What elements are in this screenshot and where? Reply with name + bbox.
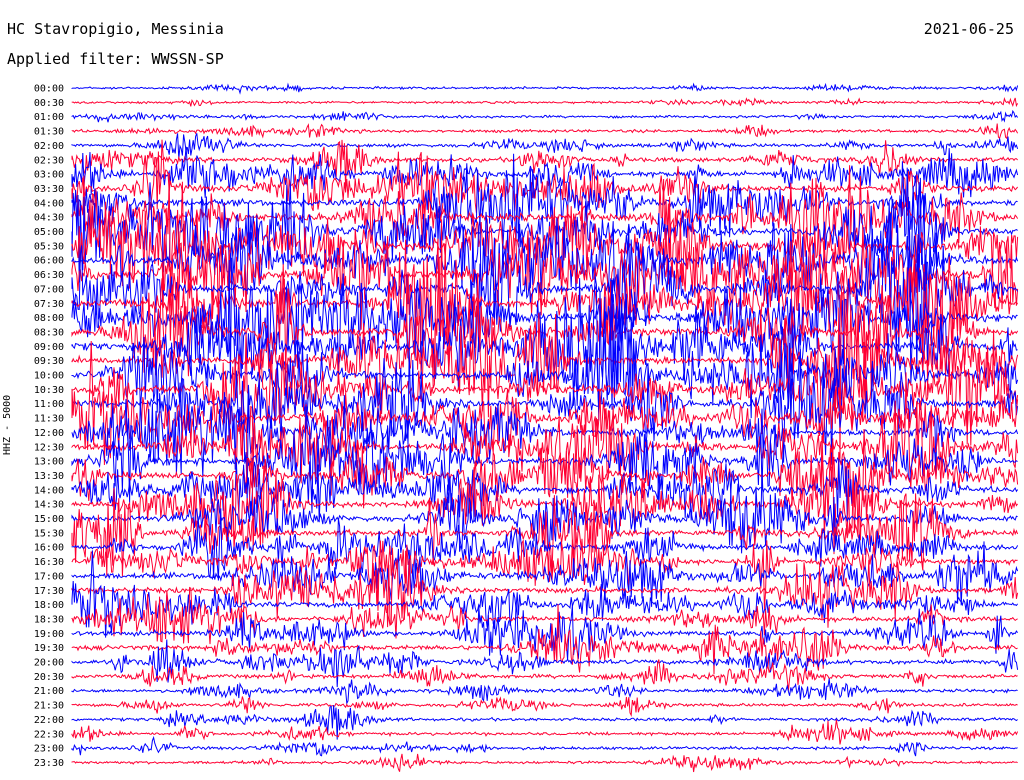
trace-line-2000 (71, 639, 1019, 688)
trace-line-1500 (71, 470, 1018, 554)
y-tick-label: 00:00 (34, 84, 64, 95)
y-tick-label: 22:00 (34, 715, 64, 726)
trace-line-1230 (71, 372, 1019, 496)
y-tick-label: 06:30 (34, 270, 64, 281)
y-tick-label: 22:30 (34, 729, 64, 740)
y-tick-label: 00:30 (34, 98, 64, 109)
y-tick-label: 11:00 (34, 399, 64, 410)
trace-line-2100 (71, 678, 1018, 706)
trace-line-0530 (71, 172, 1019, 307)
y-tick-label: 15:00 (34, 514, 64, 525)
y-tick-label: 01:30 (34, 127, 64, 138)
trace-line-2030 (71, 659, 1018, 691)
y-tick-label: 20:30 (34, 672, 64, 683)
trace-line-0000 (71, 82, 1019, 95)
trace-line-1730 (71, 540, 1019, 628)
y-tick-label: 04:30 (34, 213, 64, 224)
trace-line-2200 (71, 705, 1018, 740)
y-tick-label: 15:30 (34, 528, 64, 539)
y-tick-label: 10:30 (34, 385, 64, 396)
trace-line-1200 (71, 377, 1019, 504)
date-label: 2021-06-25 (923, 20, 1014, 38)
y-tick-label: 16:30 (34, 557, 64, 568)
trace-line-1400 (71, 458, 1019, 524)
trace-line-0200 (71, 133, 1019, 159)
trace-line-0130 (71, 123, 1019, 140)
trace-line-0300 (71, 146, 1019, 200)
trace-line-0100 (71, 109, 1019, 123)
y-tick-label: 02:30 (34, 155, 64, 166)
trace-line-1700 (71, 541, 1019, 607)
y-tick-label: 09:30 (34, 356, 64, 367)
trace-line-2300 (71, 735, 1018, 757)
station-title: HC Stavropigio, Messinia (7, 20, 224, 38)
y-tick-label: 11:30 (34, 414, 64, 425)
y-tick-label: 14:30 (34, 500, 64, 511)
y-tick-label: 17:30 (34, 586, 64, 597)
y-tick-label: 21:30 (34, 701, 64, 712)
trace-line-2130 (71, 696, 1018, 717)
y-tick-label: 21:00 (34, 686, 64, 697)
trace-line-2330 (71, 753, 1018, 773)
y-tick-label: 10:00 (34, 371, 64, 382)
y-tick-label: 03:30 (34, 184, 64, 195)
y-tick-label: 06:00 (34, 256, 64, 267)
tick-label-group: 00:00 00:30 01:00 01:30 02:00 02:30 03:00 03:30… (34, 84, 64, 769)
y-tick-label: 23:00 (34, 744, 64, 755)
y-tick-label: 19:00 (34, 629, 64, 640)
y-tick-label: 13:00 (34, 457, 64, 468)
y-tick-label: 18:30 (34, 614, 64, 625)
filter-label: Applied filter: WWSSN-SP (7, 50, 224, 68)
trace-line-2230 (71, 719, 1019, 745)
trace-line-1800 (71, 550, 1019, 638)
y-tick-label: 20:00 (34, 658, 64, 669)
trace-line-1330 (71, 428, 1019, 523)
y-tick-label: 09:00 (34, 342, 64, 353)
y-tick-label: 07:00 (34, 284, 64, 295)
trace-line-0900 (71, 276, 1018, 421)
trace-line-0230 (71, 139, 1018, 189)
trace-line-1600 (71, 508, 1019, 581)
y-tick-label: 01:00 (34, 112, 64, 123)
y-tick-label: 13:30 (34, 471, 64, 482)
y-tick-label: 07:30 (34, 299, 64, 310)
y-tick-label: 05:30 (34, 241, 64, 252)
y-tick-label: 08:00 (34, 313, 64, 324)
y-tick-label: 02:00 (34, 141, 64, 152)
y-tick-label: 19:30 (34, 643, 64, 654)
y-tick-label: 03:00 (34, 170, 64, 181)
y-tick-label: 16:00 (34, 543, 64, 554)
y-tick-label: 04:00 (34, 198, 64, 209)
y-tick-label: 14:00 (34, 485, 64, 496)
trace-line-1900 (71, 603, 1018, 661)
y-tick-label: 12:30 (34, 442, 64, 453)
y-tick-label: 18:00 (34, 600, 64, 611)
trace-line-1530 (71, 487, 1019, 577)
y-tick-label: 08:30 (34, 327, 64, 338)
trace-line-1030 (71, 329, 1019, 463)
trace-line-1930 (71, 604, 1018, 675)
y-tick-label: 12:00 (34, 428, 64, 439)
trace-line-0800 (71, 257, 1018, 384)
trace-line-0500 (71, 161, 1018, 301)
trace-group (71, 82, 1019, 773)
y-tick-label: 05:00 (34, 227, 64, 238)
trace-line-1430 (71, 438, 1018, 555)
y-tick-label: 23:30 (34, 758, 64, 769)
trace-line-0030 (71, 96, 1019, 108)
trace-line-1830 (71, 586, 1018, 645)
y-tick-label: 17:00 (34, 571, 64, 582)
